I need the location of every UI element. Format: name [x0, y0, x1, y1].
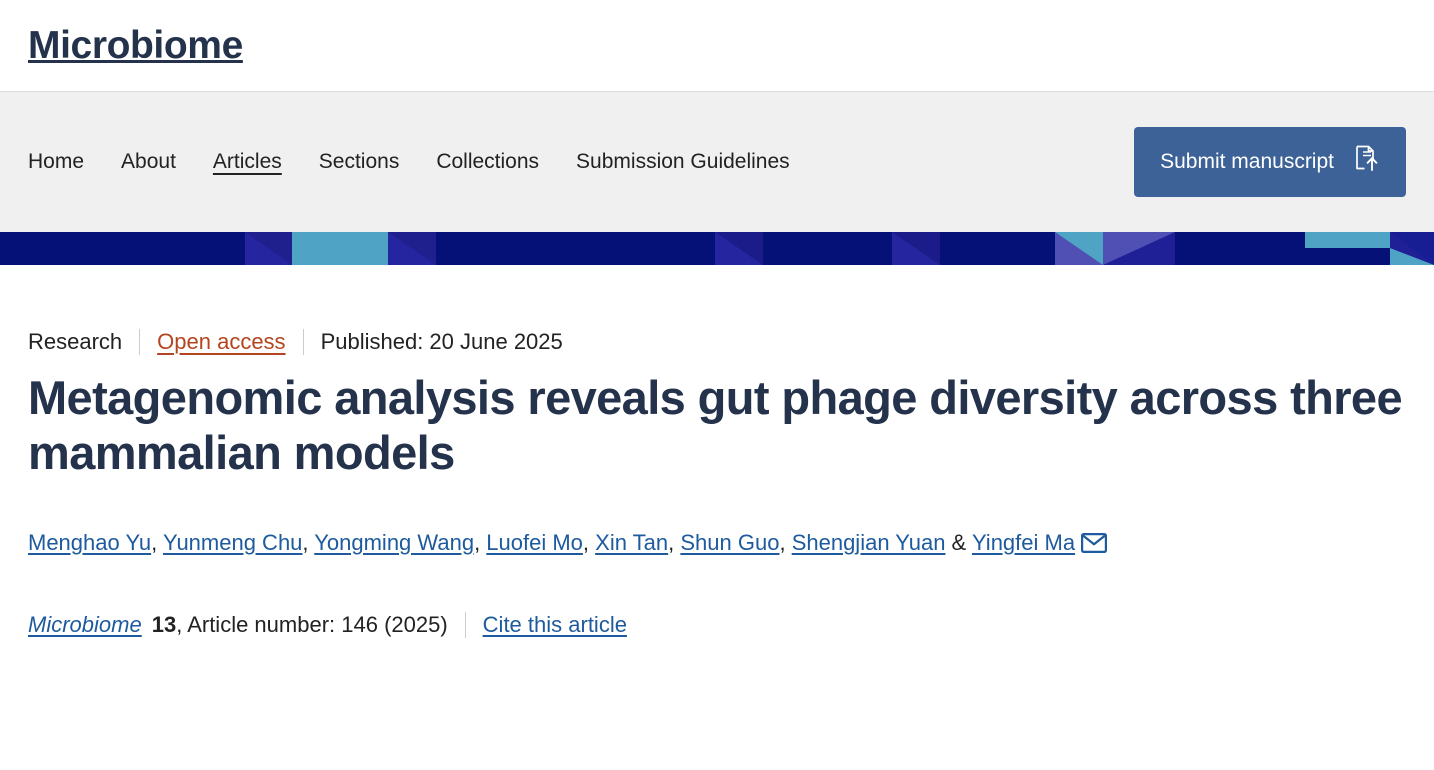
author-link[interactable]: Menghao Yu: [28, 529, 152, 555]
decorative-banner: [0, 232, 1434, 265]
article-type: Research: [28, 329, 123, 354]
author-link[interactable]: Shengjian Yuan: [791, 529, 946, 555]
article-meta: Research Open access Published: 20 June …: [28, 328, 1406, 357]
nav-item-articles[interactable]: Articles: [212, 150, 282, 174]
citation-article-number: , Article number: 146 (2025): [176, 612, 448, 638]
nav-item-home[interactable]: Home: [28, 150, 85, 174]
citation-volume: 13: [151, 612, 177, 638]
nav-item-sections[interactable]: Sections: [318, 150, 400, 174]
author-list: Menghao Yu, Yunmeng Chu, Yongming Wang, …: [28, 525, 1406, 564]
journal-title[interactable]: Microbiome: [28, 24, 243, 67]
meta-divider: [139, 329, 141, 356]
author-separator: ,: [151, 529, 163, 555]
nav-item-about[interactable]: About: [121, 150, 176, 174]
submit-manuscript-button[interactable]: Submit manuscript: [1134, 127, 1406, 197]
meta-divider: [464, 612, 466, 639]
envelope-icon[interactable]: [1081, 528, 1108, 564]
masthead: Microbiome: [0, 0, 1434, 92]
author-separator: ,: [474, 529, 487, 555]
author-separator: ,: [302, 529, 315, 555]
article-header: Research Open access Published: 20 June …: [0, 328, 1434, 640]
author-separator: &: [945, 529, 972, 555]
meta-divider: [302, 329, 304, 356]
nav-item-collections[interactable]: Collections: [436, 150, 540, 174]
author-link[interactable]: Luofei Mo: [486, 529, 583, 555]
author-link[interactable]: Xin Tan: [595, 529, 669, 555]
nav-item-submission-guidelines[interactable]: Submission Guidelines: [576, 150, 790, 174]
author-link[interactable]: Yongming Wang: [314, 529, 475, 555]
document-upload-icon: [1350, 144, 1380, 180]
cite-this-article-link[interactable]: Cite this article: [482, 612, 627, 638]
author-separator: ,: [582, 529, 596, 555]
author-separator: ,: [668, 529, 681, 555]
citation-journal-link[interactable]: Microbiome: [28, 612, 142, 638]
author-separator: ,: [779, 529, 792, 555]
author-link[interactable]: Yingfei Ma: [971, 529, 1076, 555]
main-navigation: Home About Articles Sections Collections…: [0, 92, 1434, 232]
open-access-link[interactable]: Open access: [157, 329, 286, 354]
author-link[interactable]: Yunmeng Chu: [162, 529, 303, 555]
citation-line: Microbiome 13 , Article number: 146 (202…: [28, 611, 1406, 640]
published-date: Published: 20 June 2025: [320, 329, 563, 354]
author-link[interactable]: Shun Guo: [680, 529, 780, 555]
submit-manuscript-label: Submit manuscript: [1160, 150, 1334, 173]
page-title: Metagenomic analysis reveals gut phage d…: [28, 370, 1403, 479]
nav-links: Home About Articles Sections Collections…: [28, 145, 827, 178]
